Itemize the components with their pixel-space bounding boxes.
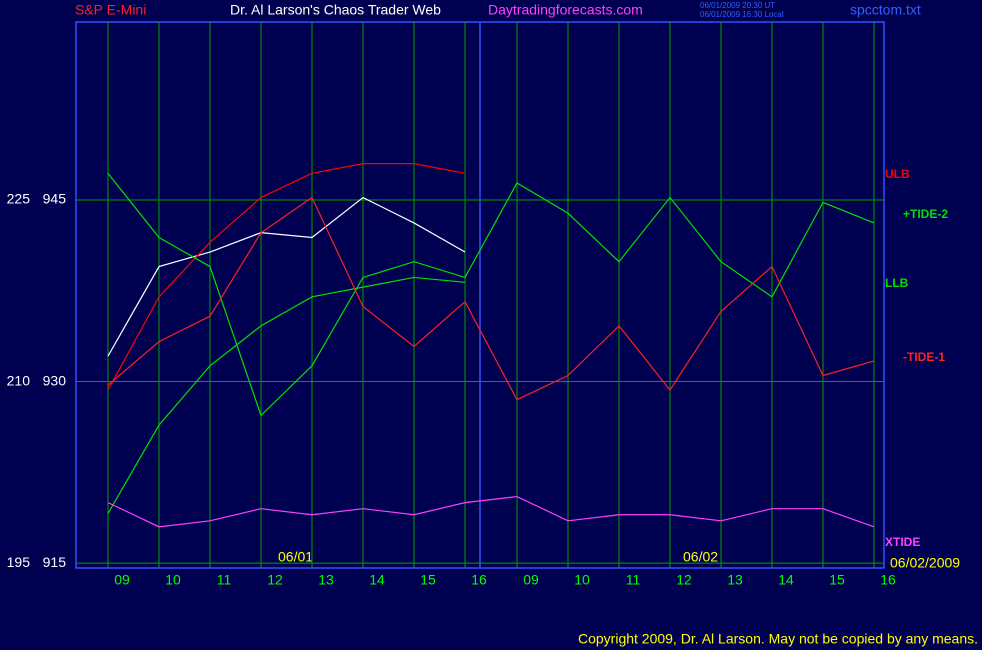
series-line xyxy=(107,196,466,357)
legend-label: +TIDE-2 xyxy=(903,207,948,221)
x-tick-label: 12 xyxy=(676,572,692,588)
series-line xyxy=(107,495,875,528)
series-line xyxy=(107,276,466,514)
x-tick-label: 15 xyxy=(829,572,845,588)
x-tick-label: 14 xyxy=(778,572,794,588)
site: Daytradingforecasts.com xyxy=(488,2,643,18)
x-tick-label: 09 xyxy=(523,572,539,588)
legend-label: ULB xyxy=(885,167,910,181)
instrument: S&P E-Mini xyxy=(75,2,146,18)
legend-label: -TIDE-1 xyxy=(903,350,945,364)
y-tick-label: 930 xyxy=(43,372,67,388)
series-line xyxy=(107,196,875,401)
timestamp: 06/01/2009 20:30 UT xyxy=(700,1,775,10)
x-tick-label: 15 xyxy=(420,572,436,588)
x-tick-label: 13 xyxy=(727,572,743,588)
x-tick-label: 10 xyxy=(165,572,181,588)
legend-label: LLB xyxy=(885,276,909,290)
file-name: spcctom.txt xyxy=(850,2,921,18)
x-tick-label: 16 xyxy=(880,572,896,588)
timestamp: 06/01/2009 16:30 Local xyxy=(700,10,784,19)
x-tick-label: 12 xyxy=(267,572,283,588)
date-label: 06/01 xyxy=(278,549,313,565)
copyright: Copyright 2009, Dr. Al Larson. May not b… xyxy=(578,631,978,647)
x-tick-label: 09 xyxy=(114,572,130,588)
x-tick-label: 13 xyxy=(318,572,334,588)
x-tick-label: 11 xyxy=(217,572,232,588)
x-tick-label: 16 xyxy=(471,572,487,588)
date-label: 06/02 xyxy=(683,549,718,565)
x-tick-label: 10 xyxy=(574,572,590,588)
chart-title: Dr. Al Larson's Chaos Trader Web xyxy=(230,2,441,18)
y2-tick-label: 195 xyxy=(7,554,31,570)
x-tick-label: 11 xyxy=(626,572,641,588)
y2-tick-label: 210 xyxy=(7,372,31,388)
series-line xyxy=(107,172,875,417)
series-line xyxy=(107,163,466,391)
date-label: 06/02/2009 xyxy=(890,555,960,571)
x-tick-label: 14 xyxy=(369,572,385,588)
y2-tick-label: 225 xyxy=(7,191,31,207)
y-tick-label: 915 xyxy=(43,554,67,570)
legend-label: XTIDE xyxy=(885,535,920,549)
y-tick-label: 945 xyxy=(43,191,67,207)
